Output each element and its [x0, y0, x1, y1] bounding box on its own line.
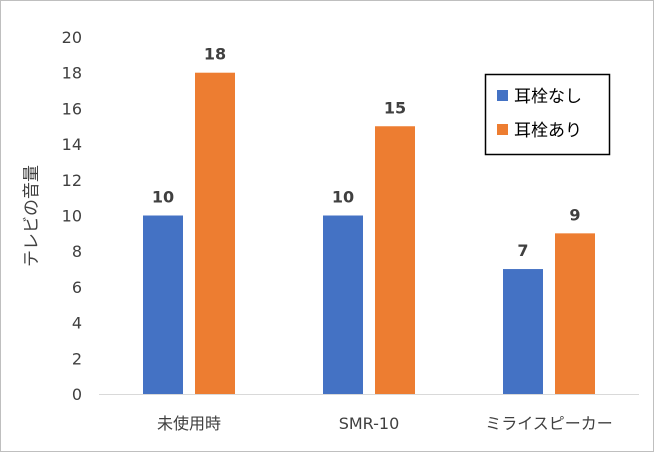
bar-series1-2: [503, 269, 543, 394]
bar-series2-0: [195, 72, 235, 394]
y-tick-label: 18: [62, 64, 82, 83]
category-label: SMR-10: [339, 414, 400, 433]
bar-series1-1: [323, 215, 363, 394]
y-axis-title: テレビの音量: [22, 165, 42, 267]
category-labels: 未使用時 SMR-10 ミライスピーカー: [157, 414, 613, 433]
y-axis-title-group: テレビの音量: [22, 165, 42, 267]
data-label: 10: [332, 188, 354, 207]
legend-swatch: [497, 90, 508, 101]
legend-label: 耳栓あり: [514, 121, 582, 141]
y-tick-label: 6: [72, 278, 82, 297]
bar-series1-0: [143, 215, 183, 394]
y-tick-label: 16: [62, 99, 82, 118]
legend-label: 耳栓なし: [514, 87, 582, 107]
y-tick-label: 0: [72, 385, 82, 404]
y-tick-label: 2: [72, 349, 82, 368]
bars: [143, 72, 595, 394]
bar-series2-1: [375, 126, 415, 394]
data-label: 9: [569, 205, 580, 224]
category-label: 未使用時: [157, 414, 221, 433]
legend-swatch: [497, 124, 508, 135]
y-tick-label: 10: [62, 207, 82, 226]
y-tick-label: 20: [62, 28, 82, 47]
y-axis-ticks: 0 2 4 6 8 10 12 14 16 18 20: [62, 28, 82, 404]
legend-box: [484, 73, 611, 156]
y-tick-label: 14: [62, 135, 82, 154]
y-tick-label: 12: [62, 171, 82, 190]
data-label: 18: [204, 45, 226, 64]
y-tick-label: 8: [72, 242, 82, 261]
data-labels: 10 18 10 15 7 9: [152, 45, 581, 260]
data-label: 7: [517, 241, 528, 260]
data-label: 10: [152, 188, 174, 207]
category-label: ミライスピーカー: [485, 414, 613, 433]
bar-series2-2: [555, 233, 595, 394]
data-label: 15: [384, 98, 406, 117]
y-tick-label: 4: [72, 314, 82, 333]
